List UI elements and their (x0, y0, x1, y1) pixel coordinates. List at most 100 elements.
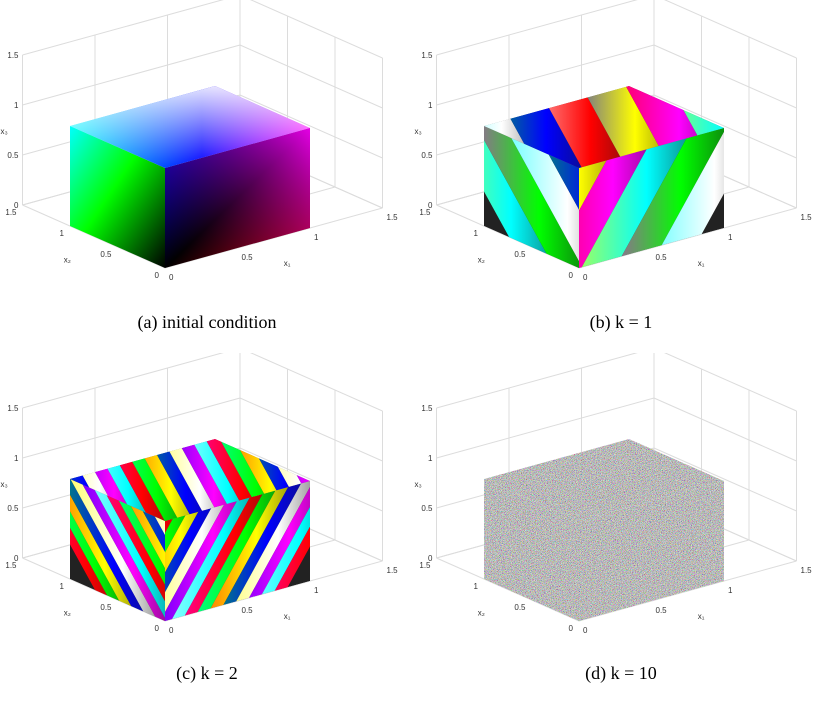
x2-tick-label: 0.5 (514, 250, 526, 259)
x1-axis-label: x₁ (284, 612, 291, 621)
x3-tick-label: 1 (428, 101, 433, 110)
axis-labels: x₃ x₂ x₁ (415, 480, 705, 621)
x2-tick-label: 1.5 (419, 561, 431, 570)
x2-axis-label: x₂ (64, 256, 71, 265)
stripe (484, 126, 579, 268)
stripe (760, 6, 828, 248)
x1-tick-label: 1.5 (801, 566, 813, 575)
x2-tick-label: 1.5 (5, 208, 17, 217)
x3-tick-label: 0 (428, 201, 433, 210)
x3-tick-label: 0.5 (7, 151, 19, 160)
x1-tick-label: 1 (314, 586, 319, 595)
stripe (190, 439, 310, 521)
x3-tick-label: 0 (14, 554, 19, 563)
x2-tick-label: 0 (569, 271, 574, 280)
stripe (333, 359, 414, 601)
stripe (90, 439, 238, 521)
stripe (181, 481, 310, 621)
stripe (70, 479, 165, 621)
stripe (70, 479, 165, 621)
stripe (70, 479, 165, 621)
stripe (579, 128, 724, 268)
stripe (70, 479, 165, 621)
stripe (70, 439, 181, 521)
x2-axis-label: x₂ (478, 256, 485, 265)
caption-a: (a) initial condition (137, 312, 277, 332)
stripe (70, 439, 152, 521)
stripe (70, 479, 165, 621)
stripe (118, 439, 266, 521)
stripe (165, 481, 310, 621)
axis-labels: x₃ x₂ x₁ (1, 480, 291, 621)
x1-axis-label: x₁ (284, 259, 291, 268)
x3-tick-label: 0 (428, 554, 433, 563)
x2-tick-label: 1 (60, 582, 65, 591)
stripe (319, 359, 414, 601)
cube-face-front (579, 128, 724, 268)
tick-labels: 00.511.500.511.500.511.5 (419, 51, 812, 282)
cube-face-left (484, 126, 579, 268)
x3-axis-label: x₃ (1, 480, 8, 489)
stripe (175, 439, 310, 521)
x3-tick-label: 1 (14, 454, 19, 463)
stripe (581, 86, 724, 168)
stripe (165, 481, 310, 621)
x1-tick-label: 0.5 (242, 606, 254, 615)
stripe (203, 481, 310, 621)
stripe (214, 481, 310, 621)
stripe (165, 481, 282, 621)
cube-face-left (70, 126, 165, 268)
stripe (204, 439, 310, 521)
x1-tick-label: 1.5 (387, 213, 399, 222)
stripe (165, 481, 292, 621)
x2-tick-label: 1 (60, 229, 65, 238)
x1-tick-label: 0 (583, 273, 588, 282)
stripe (484, 126, 579, 268)
stripe (104, 439, 252, 521)
tick-labels: 00.511.500.511.500.511.5 (5, 51, 398, 282)
wall-gridline (239, 94, 383, 159)
wall-gridline (436, 44, 655, 106)
caption-d: (d) k = 10 (585, 663, 657, 683)
x3-tick-label: 0.5 (421, 151, 433, 160)
x1-tick-label: 1.5 (387, 566, 399, 575)
x2-axis-label: x₂ (478, 609, 485, 618)
wall-gridline (22, 44, 241, 106)
x2-tick-label: 1 (474, 582, 479, 591)
x3-tick-label: 1.5 (7, 51, 19, 60)
wall-gridline (436, 397, 655, 459)
stripe (70, 479, 165, 621)
stripe (347, 359, 414, 601)
x1-tick-label: 0.5 (656, 606, 668, 615)
cube-face-top-highlight (70, 86, 310, 168)
cube-face-top (484, 6, 828, 248)
panel-k2: 0 0.5 1 1.5 0 0.5 1 1.5 0 0.5 1 1.5 x₃ x₂ x₁ (c) k = 2 (0, 353, 414, 706)
stripe (376, 359, 414, 601)
wall-gridline (653, 44, 797, 109)
stripe (579, 128, 724, 268)
wall-gridline (239, 397, 383, 462)
wall-gridline (664, 0, 797, 59)
wall-gridline (22, 0, 224, 56)
cube-face-top (70, 359, 414, 601)
wall-gridline (436, 0, 638, 56)
stripe (492, 86, 671, 168)
x1-tick-label: 0 (169, 273, 174, 282)
stripe (537, 86, 715, 168)
cube-face-front-tint (165, 128, 310, 268)
wall-gridline (664, 353, 797, 412)
stripe (304, 439, 310, 521)
x3-tick-label: 1 (428, 454, 433, 463)
x2-tick-label: 0.5 (100, 603, 112, 612)
x2-tick-label: 1 (474, 229, 479, 238)
x2-tick-label: 0 (155, 624, 160, 633)
wall-gridline (653, 94, 797, 159)
stripe (132, 439, 281, 521)
stripe (579, 128, 703, 268)
x1-tick-label: 0.5 (656, 253, 668, 262)
stripe (75, 439, 224, 521)
x1-tick-label: 0 (583, 626, 588, 635)
